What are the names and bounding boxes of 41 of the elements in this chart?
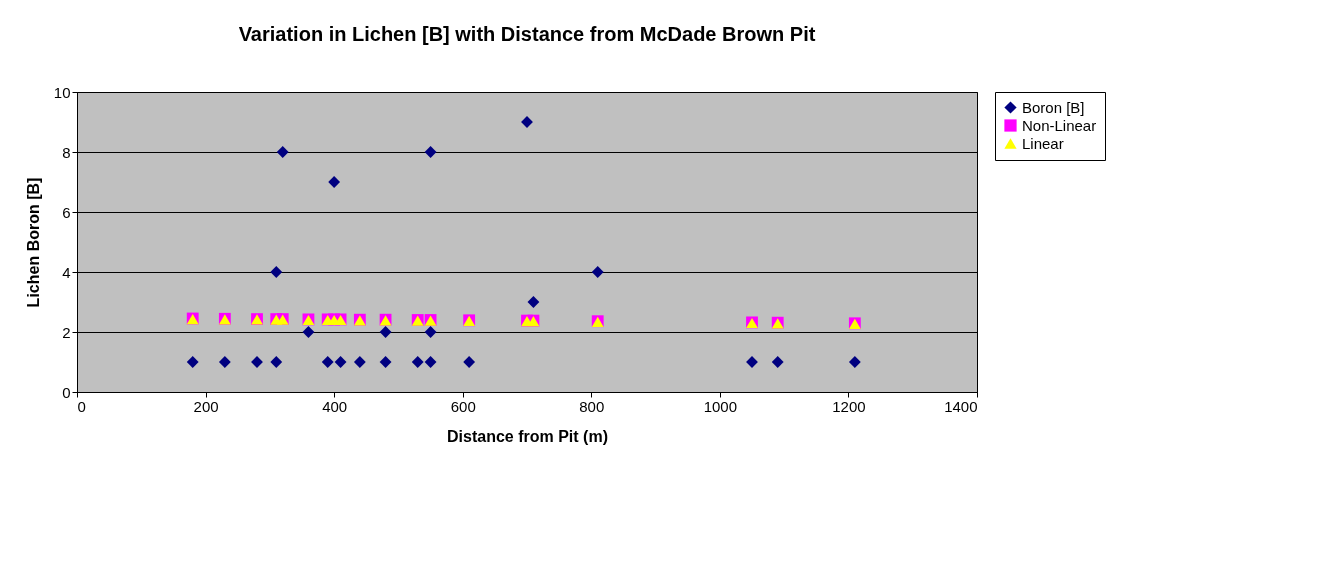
point (328, 176, 341, 188)
point (527, 296, 540, 308)
point (424, 326, 437, 338)
x-tick-label: 400 (322, 397, 348, 415)
point (379, 326, 392, 338)
point (334, 356, 347, 368)
y-tick-label: 4 (62, 263, 71, 281)
x-tick-label: 600 (450, 397, 476, 415)
chart-title: Variation in Lichen [B] with Distance from McDade Brown Pit (238, 23, 816, 45)
point (771, 356, 784, 368)
point (411, 356, 424, 368)
point (186, 356, 199, 368)
point (321, 356, 334, 368)
x-tick-label: 200 (193, 397, 219, 415)
point (463, 356, 476, 368)
x-tick-label: 1000 (703, 397, 738, 415)
legend-label: Boron [B] (1022, 98, 1085, 116)
point (270, 356, 283, 368)
legend-label: Non-Linear (1022, 116, 1097, 134)
y-tick-label: 10 (53, 83, 71, 101)
x-axis-title: Distance from Pit (m) (447, 427, 608, 445)
y-tick-label: 8 (62, 143, 71, 161)
x-tick-label: 800 (579, 397, 605, 415)
x-tick-label: 1400 (944, 397, 978, 415)
point (424, 146, 437, 158)
point (270, 266, 283, 278)
y-tick-label: 6 (62, 203, 71, 221)
point (379, 356, 392, 368)
point (424, 356, 437, 368)
point (848, 356, 861, 368)
x-tick-label: 1200 (832, 397, 866, 415)
x-tick-label: 0 (77, 397, 86, 415)
y-tick-label: 0 (62, 383, 71, 401)
y-axis-title: Lichen Boron [B] (24, 177, 42, 308)
point (591, 266, 604, 278)
point (302, 326, 315, 338)
legend-label: Linear (1022, 134, 1064, 152)
point (276, 146, 289, 158)
point (353, 356, 366, 368)
y-tick-label: 2 (62, 323, 71, 341)
point (218, 356, 231, 368)
